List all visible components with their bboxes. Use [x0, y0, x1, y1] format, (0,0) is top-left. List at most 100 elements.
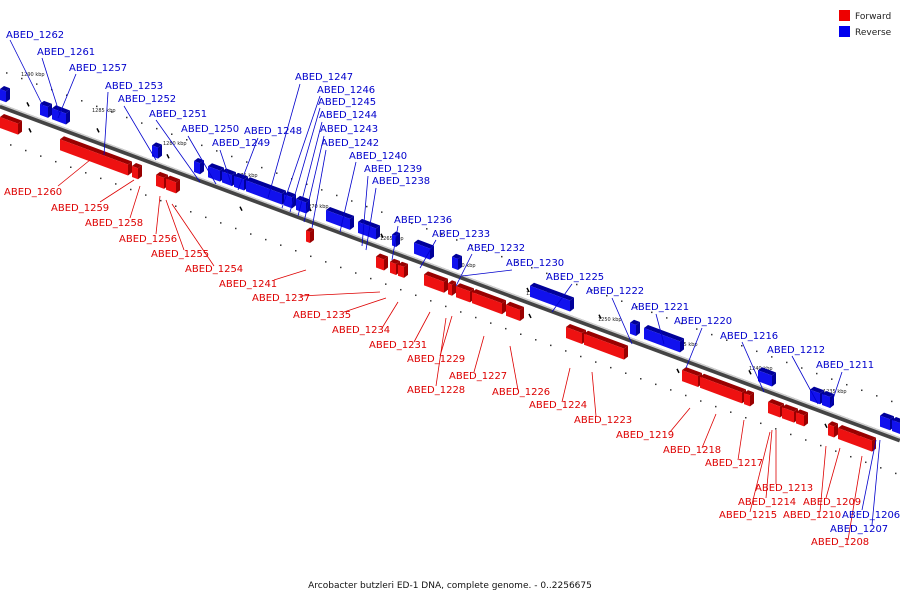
- reverse-gene-block[interactable]: [392, 231, 400, 247]
- forward-gene-block[interactable]: [828, 421, 838, 438]
- gene-label[interactable]: ABED_1209: [803, 497, 861, 508]
- gene-label[interactable]: ABED_1228: [407, 385, 465, 396]
- gene-label[interactable]: ABED_1207: [830, 524, 888, 535]
- minor-tick: [295, 249, 297, 252]
- gene-label[interactable]: ABED_1224: [529, 400, 587, 411]
- forward-gene-block[interactable]: [0, 114, 22, 135]
- gene-label[interactable]: ABED_1214: [738, 497, 796, 508]
- forward-gene-block[interactable]: [132, 162, 142, 180]
- gene-label[interactable]: ABED_1225: [546, 272, 604, 283]
- gene-label[interactable]: ABED_1215: [719, 510, 777, 521]
- gene-label[interactable]: ABED_1248: [244, 126, 302, 137]
- gene-label[interactable]: ABED_1212: [767, 345, 825, 356]
- gene-label[interactable]: ABED_1261: [37, 47, 95, 58]
- reverse-gene-block[interactable]: [208, 163, 224, 182]
- gene-label[interactable]: ABED_1230: [506, 258, 564, 269]
- gene-label[interactable]: ABED_1211: [816, 360, 874, 371]
- reverse-gene-block[interactable]: [414, 239, 434, 260]
- forward-gene-block[interactable]: [456, 283, 474, 303]
- gene-label[interactable]: ABED_1208: [811, 537, 869, 548]
- gene-label[interactable]: ABED_1222: [586, 286, 644, 297]
- gene-label[interactable]: ABED_1213: [755, 483, 813, 494]
- gene-label[interactable]: ABED_1233: [432, 229, 490, 240]
- gene-label[interactable]: ABED_1234: [332, 325, 390, 336]
- gene-label[interactable]: ABED_1229: [407, 354, 465, 365]
- reverse-gene-block[interactable]: [880, 412, 894, 431]
- reverse-gene-block[interactable]: [40, 100, 52, 118]
- gene-label[interactable]: ABED_1250: [181, 124, 239, 135]
- forward-gene-block[interactable]: [856, 431, 876, 452]
- forward-gene-block[interactable]: [782, 404, 798, 423]
- gene-label[interactable]: ABED_1262: [6, 30, 64, 41]
- gene-label[interactable]: ABED_1249: [212, 138, 270, 149]
- reverse-gene-block[interactable]: [326, 206, 354, 230]
- gene-label[interactable]: ABED_1223: [574, 415, 632, 426]
- forward-gene-block[interactable]: [682, 367, 702, 388]
- reverse-gene-block[interactable]: [892, 417, 900, 434]
- gene-label[interactable]: ABED_1221: [631, 302, 689, 313]
- gene-label[interactable]: ABED_1232: [467, 243, 525, 254]
- gene-label[interactable]: ABED_1242: [321, 138, 379, 149]
- gene-label[interactable]: ABED_1259: [51, 203, 109, 214]
- forward-gene-block[interactable]: [166, 175, 180, 194]
- gene-label[interactable]: ABED_1217: [705, 458, 763, 469]
- forward-gene-block[interactable]: [472, 289, 506, 315]
- gene-label[interactable]: ABED_1235: [293, 310, 351, 321]
- gene-label[interactable]: ABED_1245: [318, 97, 376, 108]
- gene-label[interactable]: ABED_1218: [663, 445, 721, 456]
- gene-label[interactable]: ABED_1227: [449, 371, 507, 382]
- forward-gene-block[interactable]: [744, 390, 754, 407]
- reverse-gene-block[interactable]: [758, 367, 776, 387]
- forward-gene-block[interactable]: [506, 301, 524, 321]
- minor-tick: [156, 127, 158, 130]
- gene-label[interactable]: ABED_1239: [364, 164, 422, 175]
- reverse-gene-block[interactable]: [630, 319, 640, 337]
- gene-label[interactable]: ABED_1231: [369, 340, 427, 351]
- gene-label[interactable]: ABED_1210: [783, 510, 841, 521]
- forward-gene-block[interactable]: [398, 261, 408, 278]
- forward-gene-block[interactable]: [584, 330, 628, 360]
- reverse-gene-block[interactable]: [644, 324, 684, 353]
- gene-label[interactable]: ABED_1255: [151, 249, 209, 260]
- forward-gene-block[interactable]: [424, 271, 448, 293]
- leader-line: [303, 135, 325, 223]
- gene-label[interactable]: ABED_1206: [842, 510, 900, 521]
- reverse-gene-block[interactable]: [358, 218, 380, 240]
- gene-label[interactable]: ABED_1238: [372, 176, 430, 187]
- reverse-gene-block[interactable]: [0, 86, 10, 103]
- gene-label[interactable]: ABED_1247: [295, 72, 353, 83]
- forward-gene-block[interactable]: [796, 409, 808, 427]
- gene-label[interactable]: ABED_1226: [492, 387, 550, 398]
- gene-label[interactable]: ABED_1253: [105, 81, 163, 92]
- gene-label[interactable]: ABED_1260: [4, 187, 62, 198]
- gene-label[interactable]: ABED_1216: [720, 331, 778, 342]
- gene-label[interactable]: ABED_1241: [219, 279, 277, 290]
- reverse-gene-block[interactable]: [284, 191, 296, 209]
- gene-label[interactable]: ABED_1243: [320, 124, 378, 135]
- forward-gene-block[interactable]: [60, 136, 132, 176]
- forward-gene-block[interactable]: [448, 280, 456, 296]
- forward-gene-block[interactable]: [566, 324, 586, 344]
- gene-label[interactable]: ABED_1237: [252, 293, 310, 304]
- major-tick: [824, 423, 828, 429]
- forward-gene-block[interactable]: [306, 227, 314, 244]
- gene-label[interactable]: ABED_1246: [317, 85, 375, 96]
- gene-label[interactable]: ABED_1254: [185, 264, 243, 275]
- reverse-gene-block[interactable]: [822, 391, 834, 409]
- forward-gene-block[interactable]: [376, 253, 388, 271]
- minor-tick: [531, 267, 533, 269]
- gene-label[interactable]: ABED_1240: [349, 151, 407, 162]
- gene-label[interactable]: ABED_1252: [118, 94, 176, 105]
- reverse-gene-block[interactable]: [452, 253, 462, 270]
- gene-label[interactable]: ABED_1236: [394, 215, 452, 226]
- reverse-gene-block[interactable]: [194, 157, 204, 175]
- gene-label[interactable]: ABED_1220: [674, 316, 732, 327]
- gene-label[interactable]: ABED_1244: [319, 110, 377, 121]
- forward-gene-block[interactable]: [768, 399, 784, 418]
- gene-label[interactable]: ABED_1257: [69, 63, 127, 74]
- reverse-gene-block[interactable]: [52, 105, 70, 125]
- gene-label[interactable]: ABED_1256: [119, 234, 177, 245]
- gene-label[interactable]: ABED_1258: [85, 218, 143, 229]
- gene-label[interactable]: ABED_1251: [149, 109, 207, 120]
- gene-label[interactable]: ABED_1219: [616, 430, 674, 441]
